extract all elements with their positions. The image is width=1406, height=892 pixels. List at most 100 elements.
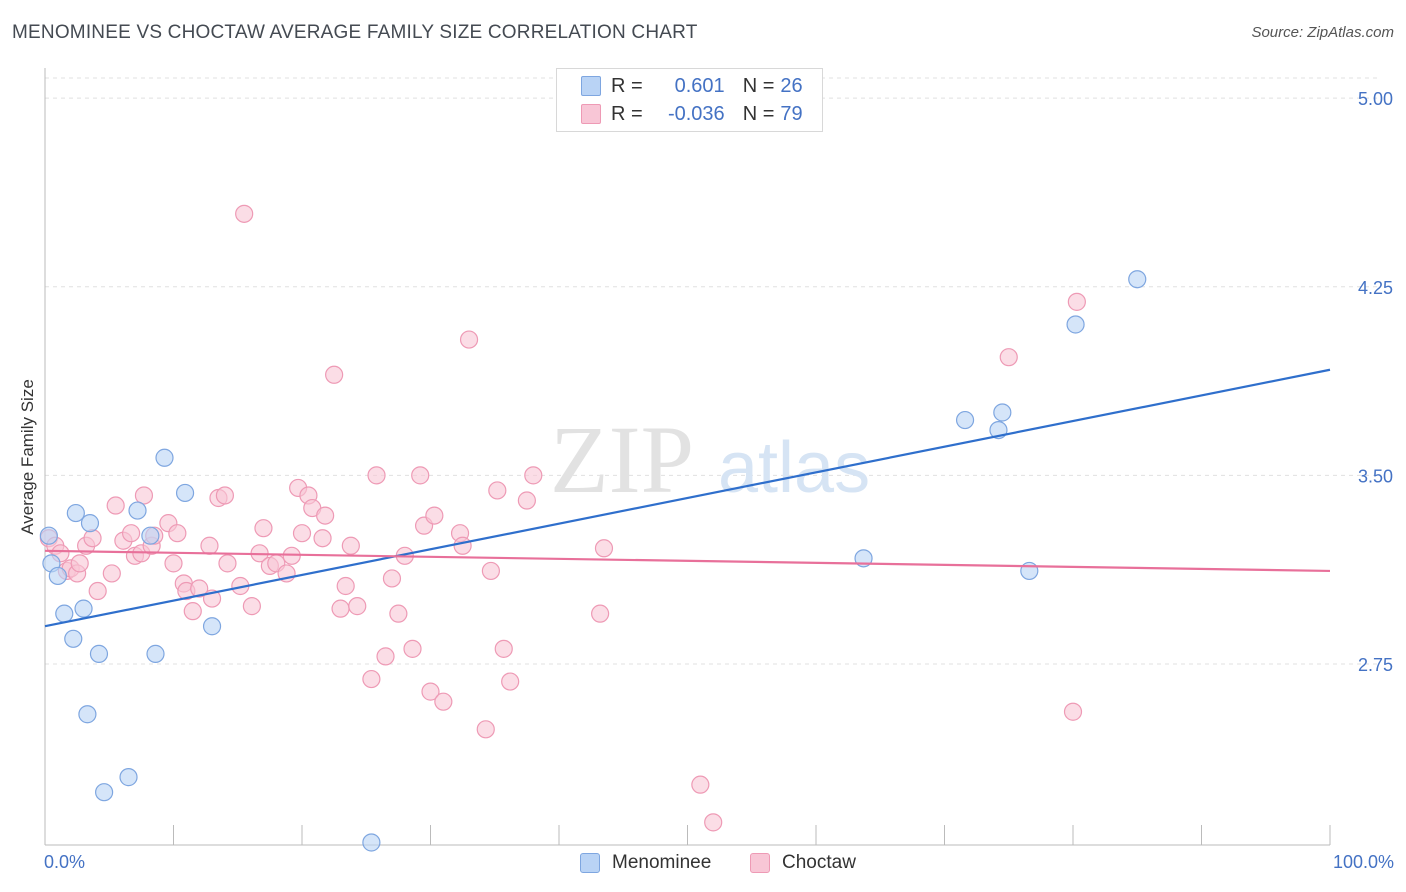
choctaw-points — [39, 204, 1086, 832]
choctaw-point — [501, 672, 520, 691]
legend-item-choctaw: Choctaw — [750, 852, 856, 874]
menominee-point — [64, 629, 83, 648]
watermark-atlas: atlas — [718, 428, 870, 508]
menominee-point — [155, 448, 174, 467]
legend-label-choctaw: Choctaw — [782, 852, 856, 873]
menominee-point — [119, 768, 138, 787]
choctaw-point — [106, 496, 125, 515]
menominee-point — [175, 483, 195, 503]
choctaw-point — [215, 486, 234, 505]
choctaw-point — [421, 682, 440, 701]
y-tick-label: 2.75 — [1358, 655, 1393, 675]
choctaw-point — [382, 569, 402, 588]
choctaw-point — [168, 524, 187, 543]
x-tick-label-min: 0.0% — [44, 852, 86, 872]
menominee-trend-line — [44, 368, 1331, 628]
choctaw-point — [218, 554, 237, 573]
n-label: N = — [742, 74, 775, 97]
choctaw-point — [362, 669, 381, 689]
legend-row-choctaw: R = -0.036 N = 79 — [581, 102, 803, 126]
r-value: 0.601 — [674, 74, 725, 97]
legend-label-menominee: Menominee — [612, 852, 712, 873]
choctaw-point — [70, 554, 89, 573]
choctaw-point — [476, 720, 495, 739]
choctaw-point — [367, 466, 386, 485]
choctaw-swatch — [581, 104, 601, 124]
choctaw-point — [459, 330, 479, 349]
choctaw-point — [331, 599, 350, 618]
r-label: R = — [611, 102, 643, 125]
choctaw-point — [594, 539, 614, 558]
menominee-point — [1066, 315, 1085, 334]
n-label: N = — [742, 102, 775, 125]
choctaw-point — [242, 597, 261, 616]
source-credit: Source: ZipAtlas.com — [1251, 24, 1394, 41]
choctaw-point — [376, 647, 395, 666]
choctaw-point — [134, 486, 154, 505]
axes — [44, 68, 1331, 846]
choctaw-point — [336, 576, 355, 596]
menominee-point — [146, 644, 165, 663]
menominee-point — [362, 833, 381, 852]
choctaw-point — [292, 524, 312, 543]
y-tick-label: 5.00 — [1358, 89, 1393, 109]
choctaw-point — [999, 348, 1018, 367]
x-tick-label-max: 100.0% — [1332, 852, 1394, 872]
watermark: ZIP atlas — [550, 406, 870, 513]
choctaw-point — [313, 529, 332, 548]
r-label: R = — [611, 74, 643, 97]
choctaw-point — [316, 506, 335, 525]
choctaw-point — [481, 561, 500, 581]
choctaw-trend-line — [44, 549, 1331, 573]
y-axis-label: Average Family Size — [18, 379, 37, 535]
choctaw-legend-swatch — [750, 853, 770, 873]
menominee-point — [128, 501, 147, 520]
choctaw-point — [254, 519, 273, 538]
choctaw-point — [411, 466, 430, 485]
choctaw-point — [200, 536, 219, 555]
menominee-point — [202, 617, 222, 636]
grid-lines — [45, 77, 1380, 665]
menominee-point — [141, 526, 160, 545]
choctaw-point — [88, 581, 107, 601]
choctaw-point — [494, 639, 513, 658]
watermark-zip: ZIP — [550, 406, 694, 513]
choctaw-point — [403, 639, 422, 658]
menominee-point — [39, 526, 58, 545]
menominee-point — [80, 514, 100, 533]
menominee-point — [78, 705, 97, 724]
choctaw-point — [591, 604, 610, 623]
choctaw-point — [325, 365, 344, 384]
choctaw-point — [1063, 702, 1083, 721]
choctaw-point — [164, 554, 183, 573]
correlation-legend: R = 0.601 N = 26 R = -0.036 N = 79 — [556, 68, 823, 132]
menominee-point — [1128, 270, 1147, 289]
chart-title: MENOMINEE VS CHOCTAW AVERAGE FAMILY SIZE… — [12, 22, 698, 43]
menominee-point — [89, 644, 109, 663]
choctaw-point — [183, 602, 202, 621]
choctaw-point — [704, 813, 723, 832]
choctaw-point — [453, 536, 472, 555]
menominee-point — [1020, 561, 1039, 581]
menominee-points — [39, 270, 1147, 852]
choctaw-point — [235, 204, 254, 223]
choctaw-point — [517, 491, 536, 510]
choctaw-point — [691, 775, 710, 794]
choctaw-point — [389, 604, 408, 623]
menominee-legend-swatch — [580, 853, 600, 873]
r-value: -0.036 — [667, 102, 725, 125]
menominee-point — [993, 403, 1012, 422]
choctaw-point — [348, 597, 367, 616]
choctaw-point — [488, 481, 507, 500]
y-tick-labels: 2.75 3.50 4.25 5.00 — [1358, 89, 1393, 675]
choctaw-point — [121, 524, 141, 543]
legend-item-menominee: Menominee — [580, 852, 711, 874]
choctaw-point — [434, 692, 453, 711]
choctaw-point — [102, 564, 121, 583]
trend-lines — [44, 368, 1331, 628]
choctaw-point — [341, 536, 360, 555]
choctaw-point — [425, 506, 444, 525]
n-value: 79 — [780, 102, 803, 125]
menominee-point — [55, 604, 74, 623]
